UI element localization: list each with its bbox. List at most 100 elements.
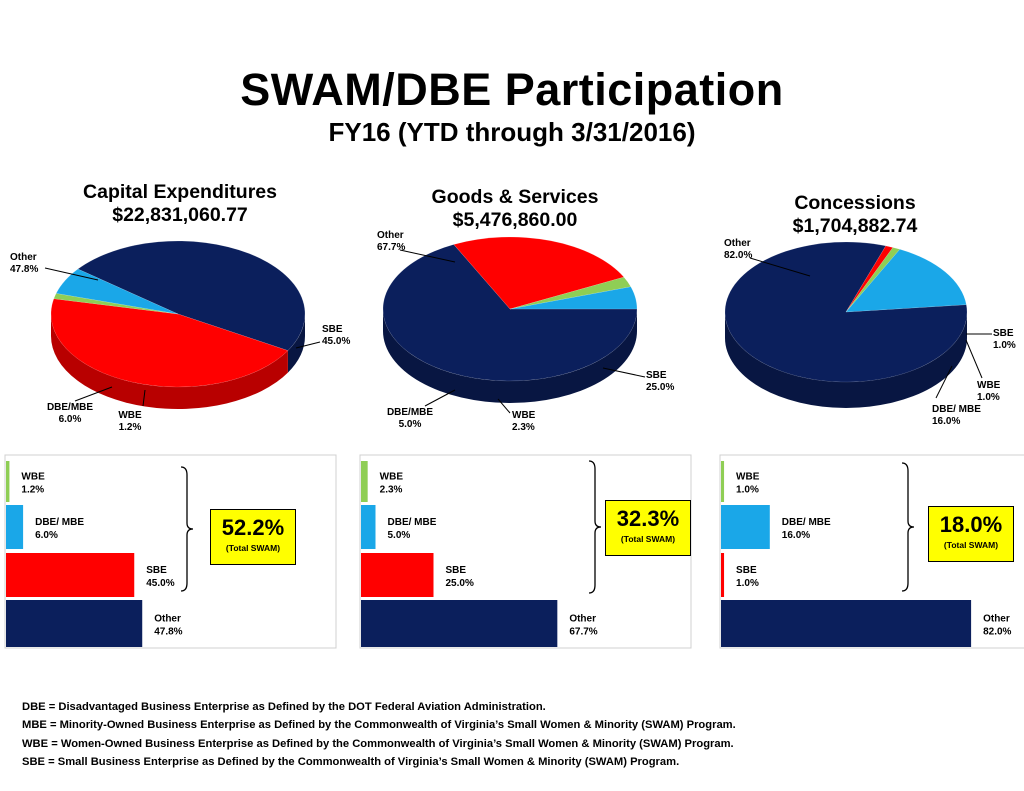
leader-line-other (399, 249, 456, 263)
bar-value-dbe-mbe: 6.0% (35, 530, 58, 541)
pie-slice-other (724, 241, 968, 383)
bar-value-sbe: 25.0% (446, 578, 474, 589)
pie-slice-other (382, 244, 638, 382)
goods-services-panel: Goods & Services $5,476,860.00 Other 67.7… (355, 0, 696, 700)
total-swam-caption: (Total SWAM) (225, 543, 281, 553)
bar-label-sbe: SBE (446, 565, 467, 576)
pie-slice-sbe (845, 245, 894, 313)
pie-side-walls (725, 312, 967, 408)
bar-value-dbe-mbe: 5.0% (388, 530, 411, 541)
total-swam-value: 32.3% (616, 506, 680, 531)
bar-chart: WBE 1.0% DBE/ MBE 16.0% SBE 1.0% Other 82.0% (719, 454, 1024, 649)
leader-line-sbe (295, 341, 321, 349)
bar-label-dbe-mbe: DBE/ MBE (35, 517, 84, 528)
chart-total: $1,704,882.74 (792, 215, 918, 237)
leader-line-wbe (497, 398, 511, 414)
slice-label-dbe-mbe: DBE/MBE (47, 402, 93, 413)
bar-label-wbe: WBE (380, 472, 404, 483)
total-swam-value: 18.0% (939, 512, 1003, 537)
pie-side-sbe (51, 314, 288, 409)
slice-label-dbe-mbe: DBE/MBE (387, 407, 433, 418)
pie-slice-wbe (53, 293, 179, 315)
bar-sbe (6, 553, 135, 597)
slice-value-dbe-mbe: 6.0% (59, 414, 82, 425)
slice-label-other: Other (377, 230, 404, 241)
leader-line-dbe-mbe (424, 389, 456, 407)
footnote-dbe: DBE = Disadvantaged Business Enterprise … (22, 701, 546, 713)
bar-sbe (721, 553, 725, 597)
bar-wbe (6, 461, 10, 502)
bar-value-other: 67.7% (569, 627, 597, 638)
bar-value-other: 82.0% (983, 627, 1011, 638)
total-swam-box: 52.2% (Total SWAM) (210, 509, 296, 565)
bar-chart: WBE 1.2% DBE/ MBE 6.0% SBE 45.0% Other 47.8% (4, 454, 337, 649)
bar-label-sbe: SBE (146, 565, 167, 576)
bar-value-sbe: 45.0% (146, 578, 174, 589)
pie-side-other (383, 309, 637, 403)
slice-value-other: 47.8% (10, 264, 38, 275)
leader-line-wbe (965, 339, 983, 379)
slice-value-sbe: 25.0% (646, 382, 674, 393)
slice-label-sbe: SBE (993, 328, 1014, 339)
leader-line-dbe-mbe (935, 365, 953, 399)
chart-total: $22,831,060.77 (112, 204, 248, 226)
pie-slice-dbe-mbe (55, 268, 179, 315)
bar-frame (359, 454, 692, 649)
page-title: SWAM/DBE Participation (240, 64, 784, 115)
bar-label-other: Other (154, 614, 181, 625)
pie-slice-dbe-mbe (509, 286, 638, 310)
capital-expenditures-panel: Capital Expenditures $22,831,060.77 Othe… (0, 0, 350, 700)
chart-title-text: Goods & Services (431, 186, 599, 208)
chart-title: Goods & Services $5,476,860.00 (355, 186, 675, 232)
bar-label-wbe: WBE (21, 472, 45, 483)
bar-value-wbe: 2.3% (380, 485, 403, 496)
slice-label-wbe: WBE (118, 410, 142, 421)
bar-dbe-mbe (6, 505, 24, 549)
slice-value-other: 67.7% (377, 242, 405, 253)
pie-side-walls (383, 309, 637, 403)
total-swam-box: 18.0% (Total SWAM) (928, 506, 1014, 562)
bar-label-other: Other (983, 614, 1010, 625)
bar-frame (719, 454, 1024, 649)
pie-slice-wbe (509, 276, 632, 310)
pie-slice-dbe-mbe (845, 249, 967, 313)
footnote-wbe: WBE = Women-Owned Business Enterprise as… (22, 737, 734, 750)
leader-line-other (44, 267, 99, 281)
pie-slice-other (77, 240, 306, 351)
bar-label-dbe-mbe: DBE/ MBE (782, 517, 831, 528)
slice-label-sbe: SBE (322, 324, 343, 335)
slice-value-sbe: 45.0% (322, 336, 350, 347)
bar-value-other: 47.8% (154, 627, 182, 638)
slice-label-other: Other (724, 238, 751, 249)
bar-label-sbe: SBE (736, 565, 757, 576)
pie-slice-wbe (845, 247, 901, 313)
footnote-mbe: MBE = Minority-Owned Business Enterprise… (22, 719, 736, 732)
footnote-sbe: SBE = Small Business Enterprise as Defin… (22, 756, 680, 769)
page-subtitle: FY16 (YTD through 3/31/2016) (328, 117, 696, 147)
bar-value-wbe: 1.0% (736, 485, 759, 496)
slice-value-other: 82.0% (724, 250, 752, 261)
pie-slice-sbe (50, 298, 289, 388)
total-swam-caption: (Total SWAM) (943, 540, 999, 550)
swam-bracket (901, 462, 915, 592)
swam-bracket (180, 466, 194, 592)
bar-wbe (721, 461, 725, 502)
bar-sbe (361, 553, 434, 597)
pie-side-other (725, 312, 967, 408)
slice-value-sbe: 1.0% (993, 340, 1016, 351)
bar-wbe (361, 461, 368, 502)
slice-label-wbe: WBE (977, 380, 1001, 391)
pie-side-other (287, 314, 305, 373)
swam-bracket (588, 460, 602, 594)
chart-total: $5,476,860.00 (452, 209, 578, 231)
slice-label-dbe-mbe: DBE/ MBE (932, 404, 981, 415)
slice-value-wbe: 1.2% (119, 422, 142, 433)
bar-value-wbe: 1.2% (21, 485, 44, 496)
footnotes: DBE = Disadvantaged Business Enterprise … (22, 698, 1012, 772)
slice-label-wbe: WBE (512, 410, 536, 421)
slice-label-sbe: SBE (646, 370, 667, 381)
leader-line-dbe-mbe (74, 386, 113, 402)
